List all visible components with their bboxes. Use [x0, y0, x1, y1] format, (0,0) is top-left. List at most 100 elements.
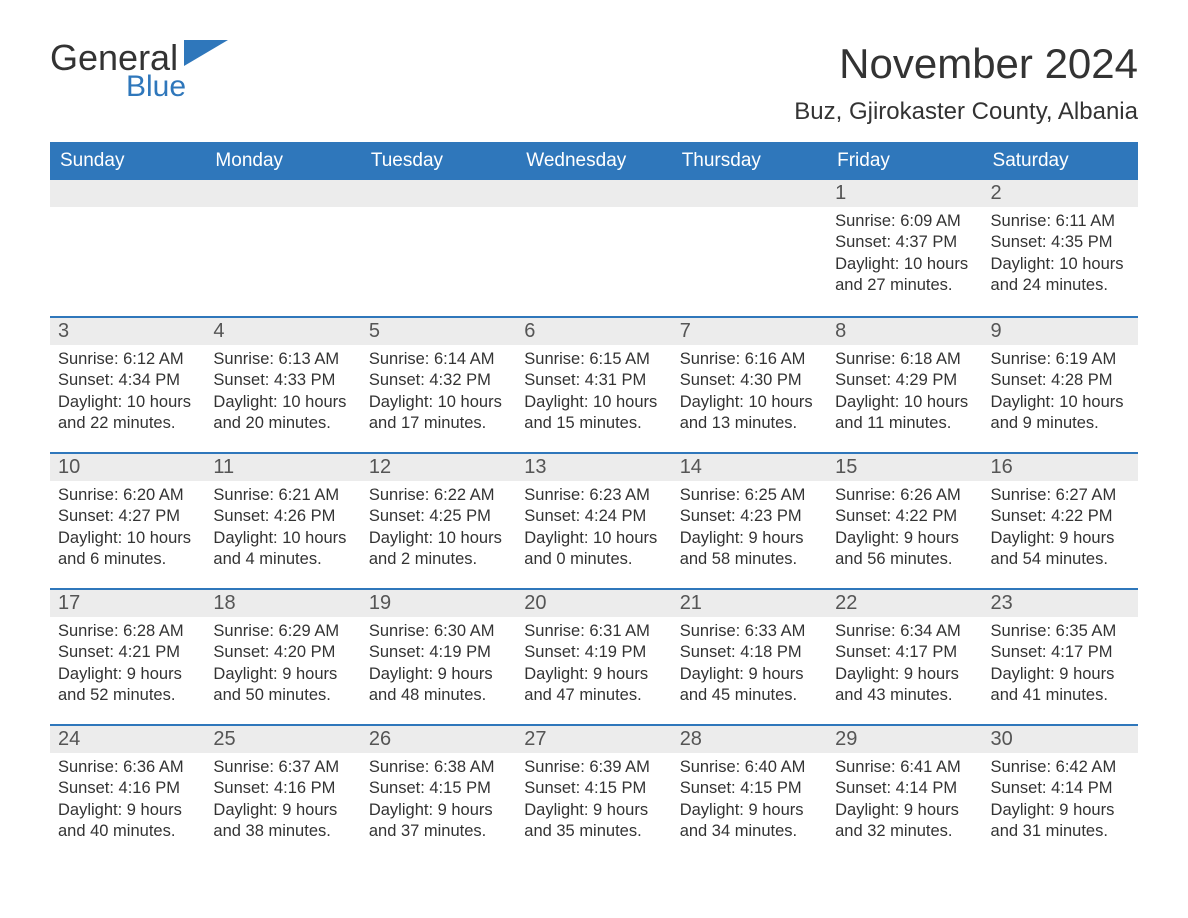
- daylight-text: Daylight: 9 hours and 48 minutes.: [369, 664, 508, 707]
- day-number: 18: [205, 588, 360, 617]
- sunset-text: Sunset: 4:16 PM: [58, 778, 197, 799]
- day-details: Sunrise: 6:38 AMSunset: 4:15 PMDaylight:…: [361, 753, 516, 851]
- calendar-week-row: 24Sunrise: 6:36 AMSunset: 4:16 PMDayligh…: [50, 724, 1138, 860]
- day-number: 6: [516, 316, 671, 345]
- day-details: Sunrise: 6:18 AMSunset: 4:29 PMDaylight:…: [827, 345, 982, 443]
- calendar-day-cell: 10Sunrise: 6:20 AMSunset: 4:27 PMDayligh…: [50, 452, 205, 588]
- sunrise-text: Sunrise: 6:18 AM: [835, 349, 974, 370]
- day-number: 27: [516, 724, 671, 753]
- day-details: Sunrise: 6:36 AMSunset: 4:16 PMDaylight:…: [50, 753, 205, 851]
- day-details: Sunrise: 6:41 AMSunset: 4:14 PMDaylight:…: [827, 753, 982, 851]
- daylight-text: Daylight: 10 hours and 24 minutes.: [991, 254, 1130, 297]
- sunrise-text: Sunrise: 6:39 AM: [524, 757, 663, 778]
- day-details: Sunrise: 6:30 AMSunset: 4:19 PMDaylight:…: [361, 617, 516, 715]
- calendar-day-cell: 13Sunrise: 6:23 AMSunset: 4:24 PMDayligh…: [516, 452, 671, 588]
- day-details: Sunrise: 6:42 AMSunset: 4:14 PMDaylight:…: [983, 753, 1138, 851]
- sunset-text: Sunset: 4:24 PM: [524, 506, 663, 527]
- sunrise-text: Sunrise: 6:31 AM: [524, 621, 663, 642]
- sunset-text: Sunset: 4:25 PM: [369, 506, 508, 527]
- calendar-day-cell: 17Sunrise: 6:28 AMSunset: 4:21 PMDayligh…: [50, 588, 205, 724]
- daylight-text: Daylight: 10 hours and 20 minutes.: [213, 392, 352, 435]
- day-number: [361, 180, 516, 207]
- calendar-day-cell: [516, 180, 671, 316]
- sunset-text: Sunset: 4:30 PM: [680, 370, 819, 391]
- daylight-text: Daylight: 10 hours and 11 minutes.: [835, 392, 974, 435]
- calendar-day-cell: 20Sunrise: 6:31 AMSunset: 4:19 PMDayligh…: [516, 588, 671, 724]
- daylight-text: Daylight: 9 hours and 43 minutes.: [835, 664, 974, 707]
- day-number: 7: [672, 316, 827, 345]
- calendar-week-row: 3Sunrise: 6:12 AMSunset: 4:34 PMDaylight…: [50, 316, 1138, 452]
- sunset-text: Sunset: 4:34 PM: [58, 370, 197, 391]
- day-number: 13: [516, 452, 671, 481]
- daylight-text: Daylight: 10 hours and 6 minutes.: [58, 528, 197, 571]
- logo-flag-icon: [184, 40, 228, 71]
- daylight-text: Daylight: 9 hours and 31 minutes.: [991, 800, 1130, 843]
- sunset-text: Sunset: 4:29 PM: [835, 370, 974, 391]
- sunrise-text: Sunrise: 6:16 AM: [680, 349, 819, 370]
- calendar-day-cell: [50, 180, 205, 316]
- day-details: Sunrise: 6:16 AMSunset: 4:30 PMDaylight:…: [672, 345, 827, 443]
- day-details: Sunrise: 6:09 AMSunset: 4:37 PMDaylight:…: [827, 207, 982, 305]
- calendar-day-cell: 21Sunrise: 6:33 AMSunset: 4:18 PMDayligh…: [672, 588, 827, 724]
- calendar-day-cell: 7Sunrise: 6:16 AMSunset: 4:30 PMDaylight…: [672, 316, 827, 452]
- day-details: Sunrise: 6:35 AMSunset: 4:17 PMDaylight:…: [983, 617, 1138, 715]
- day-details: Sunrise: 6:14 AMSunset: 4:32 PMDaylight:…: [361, 345, 516, 443]
- day-number: 16: [983, 452, 1138, 481]
- sunset-text: Sunset: 4:26 PM: [213, 506, 352, 527]
- weekday-header: Friday: [827, 142, 982, 180]
- weekday-header: Saturday: [983, 142, 1138, 180]
- calendar-day-cell: 1Sunrise: 6:09 AMSunset: 4:37 PMDaylight…: [827, 180, 982, 316]
- day-details: Sunrise: 6:34 AMSunset: 4:17 PMDaylight:…: [827, 617, 982, 715]
- sunset-text: Sunset: 4:28 PM: [991, 370, 1130, 391]
- calendar-day-cell: [672, 180, 827, 316]
- sunrise-text: Sunrise: 6:12 AM: [58, 349, 197, 370]
- day-details: Sunrise: 6:11 AMSunset: 4:35 PMDaylight:…: [983, 207, 1138, 305]
- day-details: Sunrise: 6:37 AMSunset: 4:16 PMDaylight:…: [205, 753, 360, 851]
- sunrise-text: Sunrise: 6:19 AM: [991, 349, 1130, 370]
- calendar-day-cell: 4Sunrise: 6:13 AMSunset: 4:33 PMDaylight…: [205, 316, 360, 452]
- calendar-day-cell: 11Sunrise: 6:21 AMSunset: 4:26 PMDayligh…: [205, 452, 360, 588]
- day-number: 29: [827, 724, 982, 753]
- calendar-day-cell: 12Sunrise: 6:22 AMSunset: 4:25 PMDayligh…: [361, 452, 516, 588]
- day-number: 15: [827, 452, 982, 481]
- calendar-day-cell: 5Sunrise: 6:14 AMSunset: 4:32 PMDaylight…: [361, 316, 516, 452]
- day-number: 20: [516, 588, 671, 617]
- day-number: 21: [672, 588, 827, 617]
- daylight-text: Daylight: 9 hours and 50 minutes.: [213, 664, 352, 707]
- sunset-text: Sunset: 4:19 PM: [369, 642, 508, 663]
- sunset-text: Sunset: 4:16 PM: [213, 778, 352, 799]
- sunset-text: Sunset: 4:18 PM: [680, 642, 819, 663]
- sunrise-text: Sunrise: 6:11 AM: [991, 211, 1130, 232]
- day-details: Sunrise: 6:15 AMSunset: 4:31 PMDaylight:…: [516, 345, 671, 443]
- day-number: 10: [50, 452, 205, 481]
- calendar-day-cell: [205, 180, 360, 316]
- calendar-day-cell: 9Sunrise: 6:19 AMSunset: 4:28 PMDaylight…: [983, 316, 1138, 452]
- daylight-text: Daylight: 9 hours and 40 minutes.: [58, 800, 197, 843]
- day-number: 30: [983, 724, 1138, 753]
- calendar-day-cell: 29Sunrise: 6:41 AMSunset: 4:14 PMDayligh…: [827, 724, 982, 860]
- calendar-day-cell: 30Sunrise: 6:42 AMSunset: 4:14 PMDayligh…: [983, 724, 1138, 860]
- sunset-text: Sunset: 4:15 PM: [524, 778, 663, 799]
- day-details: Sunrise: 6:31 AMSunset: 4:19 PMDaylight:…: [516, 617, 671, 715]
- day-number: 4: [205, 316, 360, 345]
- sunrise-text: Sunrise: 6:42 AM: [991, 757, 1130, 778]
- day-number: 11: [205, 452, 360, 481]
- daylight-text: Daylight: 9 hours and 35 minutes.: [524, 800, 663, 843]
- calendar-table: Sunday Monday Tuesday Wednesday Thursday…: [50, 142, 1138, 860]
- day-number: [516, 180, 671, 207]
- sunset-text: Sunset: 4:37 PM: [835, 232, 974, 253]
- daylight-text: Daylight: 9 hours and 52 minutes.: [58, 664, 197, 707]
- daylight-text: Daylight: 9 hours and 54 minutes.: [991, 528, 1130, 571]
- weekday-header: Monday: [205, 142, 360, 180]
- title-block: November 2024 Buz, Gjirokaster County, A…: [794, 40, 1138, 126]
- day-number: 9: [983, 316, 1138, 345]
- sunrise-text: Sunrise: 6:40 AM: [680, 757, 819, 778]
- day-number: 2: [983, 180, 1138, 207]
- sunset-text: Sunset: 4:17 PM: [835, 642, 974, 663]
- sunset-text: Sunset: 4:22 PM: [991, 506, 1130, 527]
- sunrise-text: Sunrise: 6:36 AM: [58, 757, 197, 778]
- sunrise-text: Sunrise: 6:33 AM: [680, 621, 819, 642]
- day-details: Sunrise: 6:40 AMSunset: 4:15 PMDaylight:…: [672, 753, 827, 851]
- sunrise-text: Sunrise: 6:37 AM: [213, 757, 352, 778]
- day-number: 19: [361, 588, 516, 617]
